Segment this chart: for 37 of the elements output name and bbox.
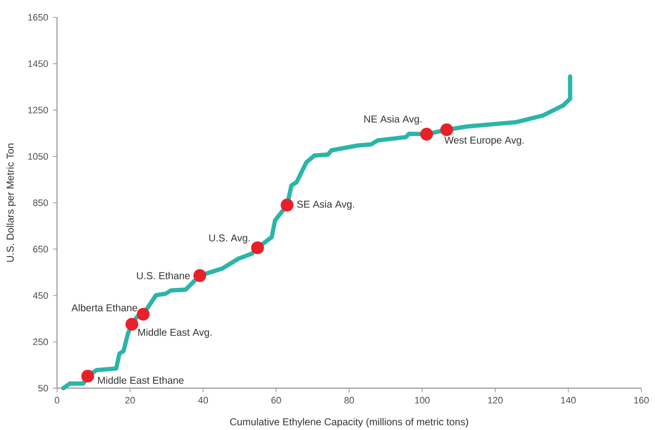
annotation: Alberta Ethane <box>71 304 138 312</box>
y-tick-label: 1050 <box>28 153 48 160</box>
y-tick-label: 650 <box>33 246 48 252</box>
point <box>420 128 434 140</box>
annotation: NE Asia Avg. <box>364 115 422 124</box>
x-tick-label: 140 <box>561 396 576 404</box>
x-tick-label: 160 <box>634 396 649 404</box>
line-series <box>61 74 572 390</box>
annotation: U.S. Avg. <box>209 234 250 244</box>
y-tick-label: 250 <box>33 338 48 346</box>
annotation: Middle East Ethane <box>98 376 184 384</box>
annotation: SE Asia Avg. <box>297 200 354 210</box>
y-axis-title: U.S. Dollars per Metric Ton <box>6 144 16 262</box>
x-tick-label: 60 <box>271 396 281 404</box>
annotation: West Europe Avg. <box>444 136 524 146</box>
point <box>125 318 138 331</box>
y-tick-label: 850 <box>33 199 48 206</box>
point <box>136 308 150 321</box>
x-tick-label: 0 <box>54 396 60 404</box>
x-tick-label: 40 <box>198 396 208 404</box>
y-tick-label: 1650 <box>28 14 48 21</box>
y-tick-label: 1250 <box>28 106 48 114</box>
point <box>81 370 94 382</box>
x-tick-label: 20 <box>125 396 135 404</box>
y-tick-label: 450 <box>32 292 48 299</box>
point <box>440 123 454 136</box>
x-tick-label: 120 <box>488 396 503 404</box>
x-tick-label: 80 <box>344 396 354 404</box>
annotation: Middle East Avg. <box>138 328 212 338</box>
point <box>193 269 206 282</box>
y-tick-label: 50 <box>38 384 48 392</box>
x-tick-label: 100 <box>415 396 430 404</box>
annotation: U.S. Ethane <box>137 272 190 280</box>
x-axis-title: Cumulative Ethylene Capacity (millions of metric tons) <box>230 418 468 428</box>
y-tick-label: 1450 <box>28 60 48 67</box>
point <box>251 241 264 254</box>
point <box>280 198 294 212</box>
